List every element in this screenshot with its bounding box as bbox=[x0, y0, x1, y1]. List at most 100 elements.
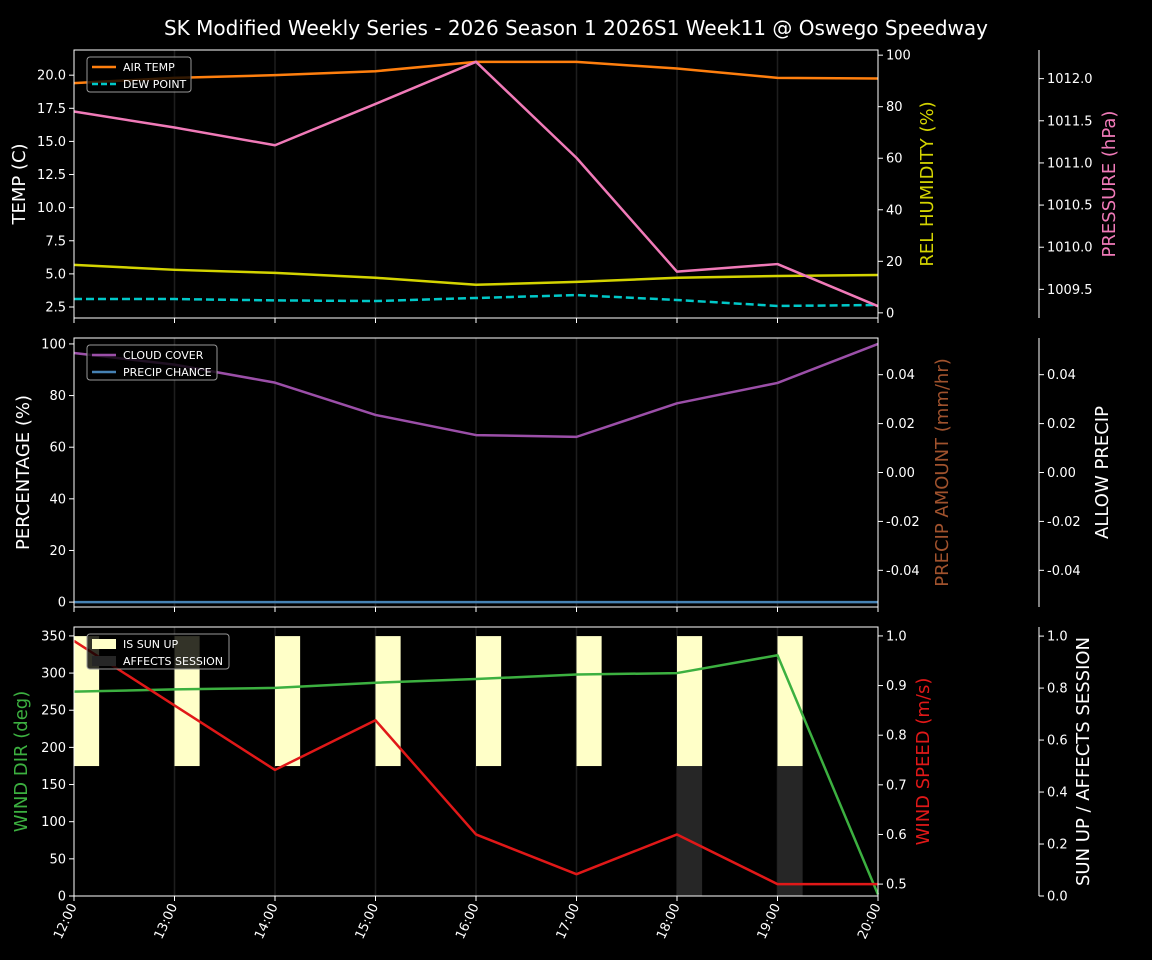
left-axis-label: TEMP (C) bbox=[9, 143, 30, 225]
right-axis-label: PRECIP AMOUNT (mm/hr) bbox=[932, 358, 953, 587]
legend-label: PRECIP CHANCE bbox=[123, 366, 212, 379]
right-tick-label: 0.8 bbox=[886, 729, 907, 744]
right-tick-label: 0.02 bbox=[886, 417, 915, 432]
bar-affects-session bbox=[777, 766, 803, 896]
right2-tick-label: 1009.5 bbox=[1047, 283, 1093, 298]
x-tick-label: 12:00 bbox=[51, 901, 80, 941]
right2-tick-label: 0.02 bbox=[1047, 417, 1076, 432]
right-tick-label: 0.7 bbox=[886, 778, 907, 793]
right-tick-label: 0.04 bbox=[886, 368, 915, 383]
legend: AIR TEMP DEW POINT bbox=[86, 56, 192, 93]
right2-tick-label: 0.2 bbox=[1047, 838, 1068, 853]
x-tick-label: 16:00 bbox=[453, 901, 482, 941]
right-tick-label: 0.9 bbox=[886, 679, 907, 694]
right2-tick-label: 0.00 bbox=[1047, 466, 1076, 481]
chart-title: SK Modified Weekly Series - 2026 Season … bbox=[164, 16, 988, 40]
legend-swatch bbox=[92, 639, 116, 649]
right2-tick-label: -0.04 bbox=[1047, 564, 1081, 579]
legend: IS SUN UP AFFECTS SESSION bbox=[86, 633, 230, 670]
bar-is-sun-up bbox=[476, 636, 502, 767]
bar-is-sun-up bbox=[677, 636, 703, 767]
right-axis-label: WIND SPEED (m/s) bbox=[913, 678, 934, 846]
right-tick-label: 40 bbox=[886, 203, 903, 218]
left-tick-label: 7.5 bbox=[45, 234, 66, 249]
right2-tick-label: 1.0 bbox=[1047, 630, 1068, 645]
right-tick-label: 1.0 bbox=[886, 629, 907, 644]
left-axis-label: WIND DIR (deg) bbox=[11, 691, 32, 833]
legend-box bbox=[86, 633, 230, 670]
legend-label: AFFECTS SESSION bbox=[123, 655, 223, 668]
bar-affects-session bbox=[677, 766, 703, 896]
x-tick-label: 17:00 bbox=[554, 901, 583, 941]
left-tick-label: 50 bbox=[49, 852, 66, 867]
left-tick-label: 5.0 bbox=[45, 267, 66, 282]
left-tick-label: 12.5 bbox=[37, 168, 66, 183]
bar-is-sun-up bbox=[576, 636, 602, 767]
left-tick-label: 100 bbox=[41, 815, 66, 830]
x-tick-label: 19:00 bbox=[755, 901, 784, 941]
panel-3: 0 50 100 150 200 250 300 350 WIND DIR (deg) 0.5 0.… bbox=[11, 626, 1094, 905]
left-tick-label: 350 bbox=[41, 629, 66, 644]
right-tick-label: 60 bbox=[886, 152, 903, 167]
left-axis-label: PERCENTAGE (%) bbox=[13, 395, 34, 550]
bar-is-sun-up bbox=[275, 636, 301, 767]
right2-tick-label: 0.0 bbox=[1047, 890, 1068, 905]
right-tick-label: 0.5 bbox=[886, 878, 907, 893]
bar-is-sun-up bbox=[777, 636, 803, 767]
panel-2: 0 20 40 60 80 100 PERCENTAGE (%) -0.04 -0.02 0.00… bbox=[13, 337, 1113, 612]
right-tick-label: 20 bbox=[886, 255, 903, 270]
bar-is-sun-up bbox=[375, 636, 401, 767]
right2-tick-label: 0.8 bbox=[1047, 682, 1068, 697]
right2-tick-label: 1012.0 bbox=[1047, 72, 1093, 87]
left-tick-label: 150 bbox=[41, 778, 66, 793]
right-axis-label: REL HUMIDITY (%) bbox=[917, 101, 938, 266]
right2-tick-label: 1011.5 bbox=[1047, 114, 1093, 129]
x-tick-label: 15:00 bbox=[353, 901, 382, 941]
left-tick-label: 10.0 bbox=[37, 201, 66, 216]
x-tick-label: 20:00 bbox=[855, 901, 884, 941]
legend-label: AIR TEMP bbox=[123, 61, 175, 74]
left-tick-label: 80 bbox=[49, 389, 66, 404]
left-tick-label: 60 bbox=[49, 441, 66, 456]
right2-tick-label: 1011.0 bbox=[1047, 156, 1093, 171]
right2-tick-label: 0.6 bbox=[1047, 734, 1068, 749]
legend-label: DEW POINT bbox=[123, 78, 187, 91]
left-tick-label: 17.5 bbox=[37, 102, 66, 117]
right-tick-label: 0.6 bbox=[886, 828, 907, 843]
right-tick-label: -0.02 bbox=[886, 515, 920, 530]
right2-tick-label: 1010.0 bbox=[1047, 241, 1093, 256]
left-tick-label: 0 bbox=[58, 596, 66, 611]
left-tick-label: 100 bbox=[41, 337, 66, 352]
left-tick-label: 40 bbox=[49, 492, 66, 507]
right2-tick-label: 0.04 bbox=[1047, 368, 1076, 383]
legend-swatch bbox=[92, 656, 116, 666]
panel-1: 2.5 5.0 7.5 10.0 12.5 15.0 17.5 20.0 TEMP (C) 0 20… bbox=[9, 49, 1120, 323]
right-tick-label: 80 bbox=[886, 100, 903, 115]
x-tick-label: 18:00 bbox=[654, 901, 683, 941]
right2-axis-label: ALLOW PRECIP bbox=[1092, 406, 1113, 539]
right-tick-label: 100 bbox=[886, 49, 911, 64]
right2-tick-label: 1010.5 bbox=[1047, 199, 1093, 214]
left-tick-label: 2.5 bbox=[45, 301, 66, 316]
x-tick-label: 14:00 bbox=[252, 901, 281, 941]
x-tick-label: 13:00 bbox=[152, 901, 181, 941]
left-tick-label: 200 bbox=[41, 741, 66, 756]
legend-label: CLOUD COVER bbox=[123, 349, 204, 362]
left-tick-label: 20.0 bbox=[37, 69, 66, 84]
right2-tick-label: 0.4 bbox=[1047, 786, 1068, 801]
left-tick-label: 20 bbox=[49, 544, 66, 559]
legend-label: IS SUN UP bbox=[123, 638, 179, 651]
right-tick-label: 0.00 bbox=[886, 466, 915, 481]
legend: CLOUD COVER PRECIP CHANCE bbox=[86, 344, 218, 381]
left-tick-label: 0 bbox=[58, 890, 66, 905]
right-tick-label: 0 bbox=[886, 306, 894, 321]
left-tick-label: 300 bbox=[41, 667, 66, 682]
left-tick-label: 15.0 bbox=[37, 135, 66, 150]
legend-box bbox=[86, 344, 218, 381]
left-tick-label: 250 bbox=[41, 704, 66, 719]
right-tick-label: -0.04 bbox=[886, 564, 920, 579]
right2-axis-label: SUN UP / AFFECTS SESSION bbox=[1073, 637, 1094, 886]
right2-tick-label: -0.02 bbox=[1047, 515, 1081, 530]
right2-axis-label: PRESSURE (hPa) bbox=[1099, 111, 1120, 258]
